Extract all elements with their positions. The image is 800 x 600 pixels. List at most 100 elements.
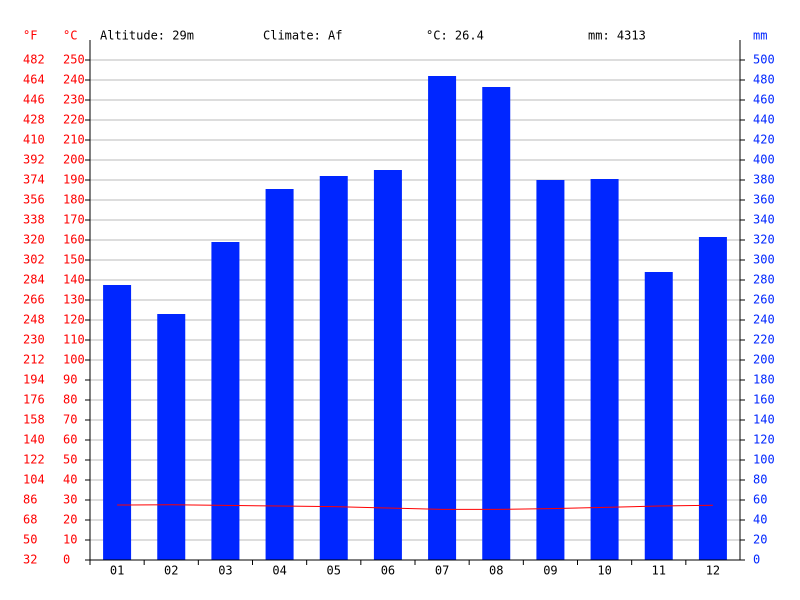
y2-tick-label: 220	[753, 333, 775, 347]
bar	[373, 170, 402, 560]
x-tick-label: 02	[164, 564, 178, 578]
x-tick-label: 09	[543, 564, 557, 578]
y-tick-label: 60	[63, 433, 77, 447]
y-tick-label: 90	[63, 373, 77, 387]
y-tick-label: 70	[63, 413, 77, 427]
y-tick-label: 200	[63, 153, 85, 167]
bar	[482, 87, 511, 560]
f-tick-label: 212	[23, 353, 45, 367]
f-tick-label: 338	[23, 213, 45, 227]
f-tick-label: 140	[23, 433, 45, 447]
y-tick-label: 130	[63, 293, 85, 307]
line	[117, 504, 713, 510]
bar	[265, 189, 294, 560]
f-tick-label: 176	[23, 393, 45, 407]
f-tick-label: 302	[23, 253, 45, 267]
y-tick-label: 40	[63, 473, 77, 487]
y-tick-label: 230	[63, 93, 85, 107]
y2-tick-label: 400	[753, 153, 775, 167]
y-tick-label: 0	[63, 553, 70, 567]
y-tick-label: 50	[63, 453, 77, 467]
x-tick-label: 08	[489, 564, 503, 578]
header-climate: Climate: Af	[263, 29, 342, 43]
y2-tick-label: 140	[753, 413, 775, 427]
f-tick-label: 50	[23, 533, 37, 547]
y-tick-label: 190	[63, 173, 85, 187]
y-tick-label: 150	[63, 253, 85, 267]
y-tick-label: 100	[63, 353, 85, 367]
bar	[211, 242, 240, 560]
mm-axis-label: mm	[753, 29, 767, 43]
header-precipitation: mm: 4313	[588, 29, 646, 43]
y2-tick-label: 160	[753, 393, 775, 407]
y-tick-label: 10	[63, 533, 77, 547]
y2-tick-label: 20	[753, 533, 767, 547]
x-tick-label: 03	[218, 564, 232, 578]
y2-tick-label: 500	[753, 53, 775, 67]
f-tick-label: 392	[23, 153, 45, 167]
y2-tick-label: 460	[753, 93, 775, 107]
y2-tick-label: 340	[753, 213, 775, 227]
bar	[428, 76, 457, 560]
f-tick-label: 464	[23, 73, 45, 87]
bar	[157, 314, 186, 560]
y2-tick-label: 480	[753, 73, 775, 87]
y-tick-label: 110	[63, 333, 85, 347]
y-tick-label: 180	[63, 193, 85, 207]
bar	[103, 285, 132, 560]
y2-tick-label: 0	[753, 553, 760, 567]
f-tick-label: 284	[23, 273, 45, 287]
x-tick-label: 04	[272, 564, 286, 578]
x-tick-label: 07	[435, 564, 449, 578]
y2-tick-label: 100	[753, 453, 775, 467]
x-tick-label: 10	[597, 564, 611, 578]
f-tick-label: 32	[23, 553, 37, 567]
bar	[698, 237, 727, 560]
y-tick-label: 240	[63, 73, 85, 87]
f-tick-label: 68	[23, 513, 37, 527]
y2-tick-label: 180	[753, 373, 775, 387]
f-tick-label: 482	[23, 53, 45, 67]
header-temperature: °C: 26.4	[426, 29, 484, 43]
f-tick-label: 158	[23, 413, 45, 427]
bar	[319, 176, 348, 560]
f-tick-label: 86	[23, 493, 37, 507]
y-tick-label: 140	[63, 273, 85, 287]
y-tick-label: 220	[63, 113, 85, 127]
f-axis-label: °F	[23, 29, 37, 43]
y2-tick-label: 380	[753, 173, 775, 187]
y2-tick-label: 300	[753, 253, 775, 267]
y-tick-label: 120	[63, 313, 85, 327]
y2-tick-label: 120	[753, 433, 775, 447]
x-tick-label: 06	[381, 564, 395, 578]
f-tick-label: 320	[23, 233, 45, 247]
y2-tick-label: 260	[753, 293, 775, 307]
c-axis-label: °C	[63, 29, 77, 43]
y2-tick-label: 360	[753, 193, 775, 207]
bar	[644, 272, 673, 560]
f-tick-label: 122	[23, 453, 45, 467]
f-tick-label: 266	[23, 293, 45, 307]
f-tick-label: 374	[23, 173, 45, 187]
y2-tick-label: 80	[753, 473, 767, 487]
bar	[536, 180, 565, 560]
y2-tick-label: 60	[753, 493, 767, 507]
y-tick-label: 210	[63, 133, 85, 147]
y-tick-label: 30	[63, 493, 77, 507]
x-tick-label: 05	[327, 564, 341, 578]
y2-tick-label: 200	[753, 353, 775, 367]
y2-tick-label: 440	[753, 113, 775, 127]
f-tick-label: 356	[23, 193, 45, 207]
y2-tick-label: 280	[753, 273, 775, 287]
y2-tick-label: 240	[753, 313, 775, 327]
f-tick-label: 104	[23, 473, 45, 487]
header-altitude: Altitude: 29m	[100, 29, 194, 43]
y-tick-label: 170	[63, 213, 85, 227]
y-tick-label: 250	[63, 53, 85, 67]
f-tick-label: 230	[23, 333, 45, 347]
x-tick-label: 11	[652, 564, 666, 578]
x-tick-label: 12	[706, 564, 720, 578]
y2-tick-label: 420	[753, 133, 775, 147]
x-tick-label: 01	[110, 564, 124, 578]
